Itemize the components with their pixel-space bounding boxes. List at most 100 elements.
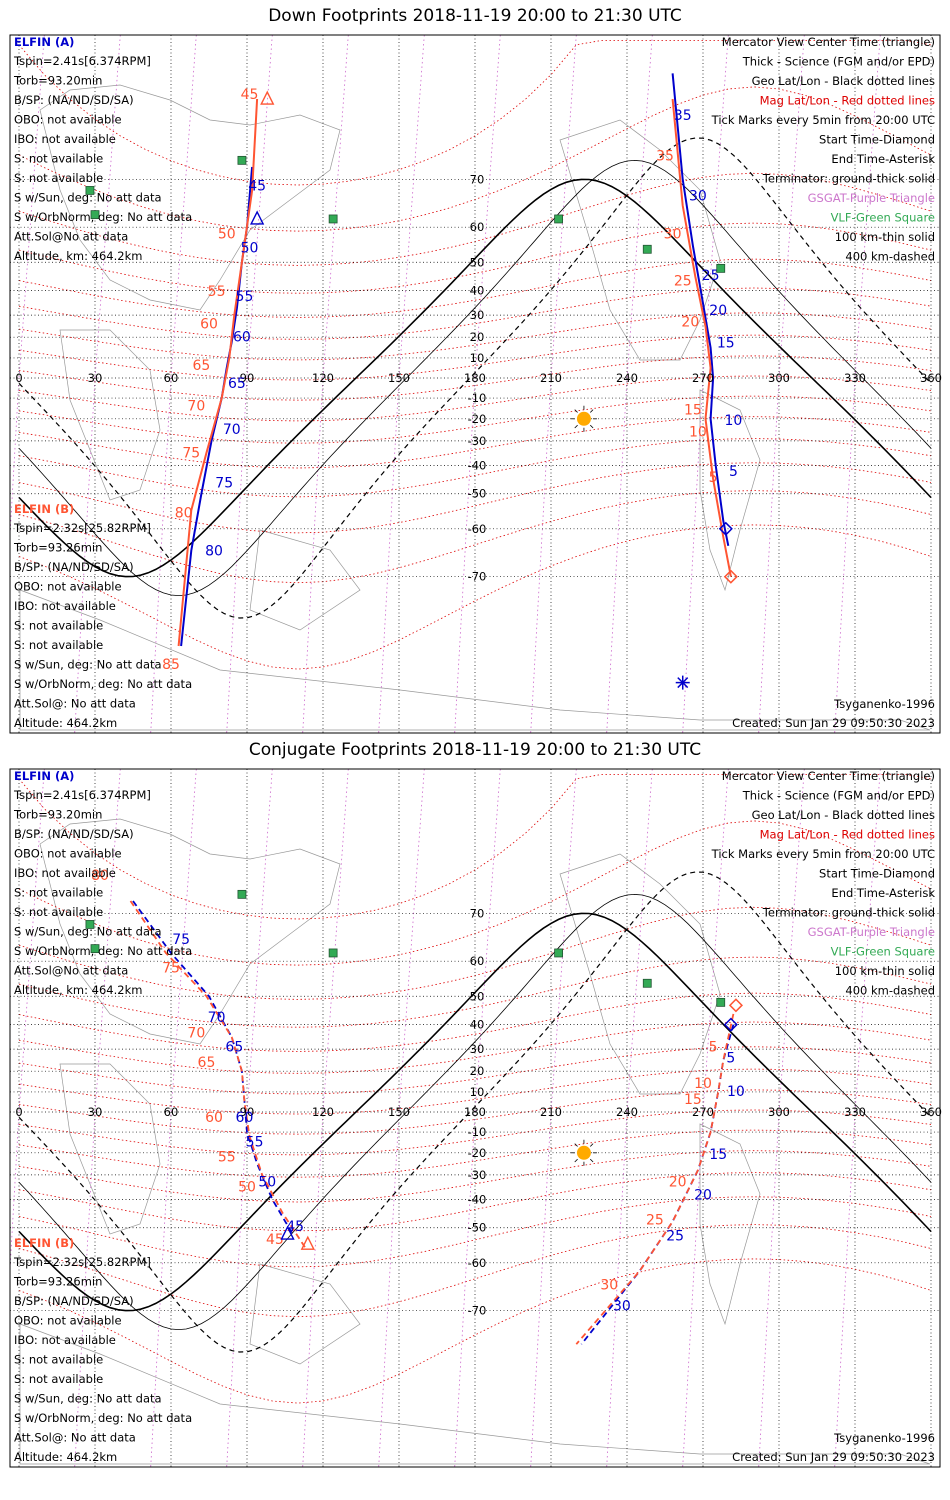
lon-axis-label: 240 [616, 1105, 638, 1119]
elfin-b-info-line: IBO: not available [14, 1333, 116, 1347]
elfin-a-info-line: S: not available [14, 171, 103, 185]
track-tick-label: 65 [192, 358, 210, 374]
track-tick-label: 75 [172, 932, 190, 948]
coastline-5 [19, 589, 931, 731]
track-tick-label: 10 [724, 413, 742, 429]
view-center-triangle [280, 1225, 295, 1240]
elfin-a-title: ELFIN (A) [14, 769, 74, 783]
track-tick-label: 85 [162, 657, 180, 673]
sun-ray [590, 409, 594, 413]
elfin-a-info-line: B/SP: (NA/ND/SD/SA) [14, 93, 134, 107]
coastline-2 [559, 119, 721, 361]
lon-axis-label: 150 [388, 371, 410, 385]
lon-axis-label: 300 [768, 1105, 790, 1119]
lon-axis-label: 330 [844, 1105, 866, 1119]
track-tick-label: 55 [246, 1134, 264, 1150]
legend-line: Geo Lat/Lon - Black dotted lines [752, 74, 935, 88]
lat-axis-label: -30 [468, 434, 487, 448]
track-tick-label: 60 [236, 1110, 254, 1126]
track-tick-label: 15 [684, 1092, 702, 1108]
vlf-station-marker [642, 978, 652, 988]
sun-ray [574, 409, 578, 413]
track-tick-label: 75 [182, 446, 200, 462]
legend-line: Mag Lat/Lon - Red dotted lines [760, 828, 935, 842]
track-tick-label: 25 [702, 268, 720, 284]
lon-axis-label: 330 [844, 371, 866, 385]
lat-axis-label: 20 [470, 330, 485, 344]
coastline-2 [559, 853, 721, 1095]
mag-lon-line [758, 769, 805, 1467]
elfin-a-info-line: S: not available [14, 152, 103, 166]
legend-line: Tick Marks every 5min from 20:00 UTC [711, 113, 935, 127]
vlf-station-marker [85, 920, 95, 929]
track-1 [177, 98, 259, 647]
mag-lon-line [150, 35, 197, 733]
track-tick-label: 55 [208, 284, 226, 300]
track-tick-label: 5 [726, 1051, 735, 1067]
map-layer [10, 35, 940, 733]
track-tick-label: 65 [225, 1039, 243, 1055]
mag-lat-line [18, 40, 932, 186]
terminator-ground [18, 912, 932, 1312]
track-tick-label: 35 [674, 108, 692, 124]
track-tick-label: 45 [248, 178, 266, 194]
track-tick-label: 60 [233, 329, 251, 345]
sun-ray [590, 1158, 594, 1163]
legend-line: End Time-Asterisk [831, 152, 935, 166]
track-tick-label: 15 [684, 403, 702, 419]
legend-line: Geo Lat/Lon - Black dotted lines [752, 808, 935, 822]
end-time-asterisk [677, 677, 689, 689]
mag-lat-line [18, 490, 932, 584]
elfin-b-info-line: S: not available [14, 1353, 103, 1367]
track-tick-label: 80 [205, 543, 223, 559]
coastline-4 [249, 529, 361, 631]
track-tick-label: 75 [215, 476, 233, 492]
lon-axis-label: 180 [464, 371, 486, 385]
vlf-station-marker [237, 155, 247, 165]
mag-lat-line [18, 1172, 932, 1232]
elfin-b-info-line: Altitude: 464.2km [14, 1450, 117, 1464]
elfin-a-info-line: Att.Sol@No att data [14, 230, 128, 244]
mag-lon-line [150, 769, 197, 1467]
map-frame [9, 768, 941, 1468]
legend-line: Thick - Science (FGM and/or EPD) [742, 789, 935, 803]
elfin-b-info-line: S w/OrbNorm, deg: No att data [14, 677, 192, 691]
track-tick-label: 20 [681, 314, 699, 330]
coastline-3 [699, 389, 761, 592]
map-layer [10, 769, 940, 1467]
elfin-b-info-line: S w/Sun, deg: No att data [14, 658, 162, 672]
mag-lon-line [454, 35, 501, 733]
track-tick-label: 10 [689, 424, 707, 440]
elfin-a-info-line: S w/Sun, deg: No att data [14, 925, 162, 939]
mag-lon-line [226, 35, 273, 733]
track-tick-label: 30 [689, 189, 707, 205]
track-tick-label: 50 [218, 227, 236, 243]
elfin-a-info-line: Torb=93.20min [13, 808, 102, 822]
lon-axis-label: 120 [312, 1105, 334, 1119]
mag-lon-line [378, 769, 425, 1467]
mag-lon-line [606, 769, 653, 1467]
terminator-100km [18, 893, 932, 1331]
lon-axis-label: 30 [88, 1105, 103, 1119]
created-label: Created: Sun Jan 29 09:50:30 2023 [732, 716, 935, 730]
legend-line: Start Time-Diamond [819, 133, 935, 147]
vlf-station-marker [90, 944, 100, 954]
mag-lat-line [18, 1046, 932, 1095]
start-time-diamond [723, 1017, 738, 1032]
vlf-station-marker [554, 948, 563, 958]
lon-axis-label: 60 [164, 1105, 179, 1119]
lat-axis-label: -60 [468, 1256, 487, 1270]
mag-lon-line [74, 769, 121, 1467]
elfin-a-info-line: Tspin=2.41s[6.374RPM] [13, 54, 151, 68]
lon-axis-label: 360 [920, 1105, 942, 1119]
lon-axis-label: 300 [768, 371, 790, 385]
start-time-diamond [723, 569, 738, 584]
elfin-a-info-line: S: not available [14, 905, 103, 919]
sun-ray [574, 1143, 578, 1147]
chart-title-down: Down Footprints 2018-11-19 20:00 to 21:3… [268, 6, 682, 26]
track-tick-label: 15 [709, 1147, 727, 1163]
coastline-1 [59, 329, 161, 501]
elfin-a-info-line: Att.Sol@No att data [14, 964, 128, 978]
sun-marker [576, 411, 591, 426]
coastline-4 [249, 1263, 361, 1365]
